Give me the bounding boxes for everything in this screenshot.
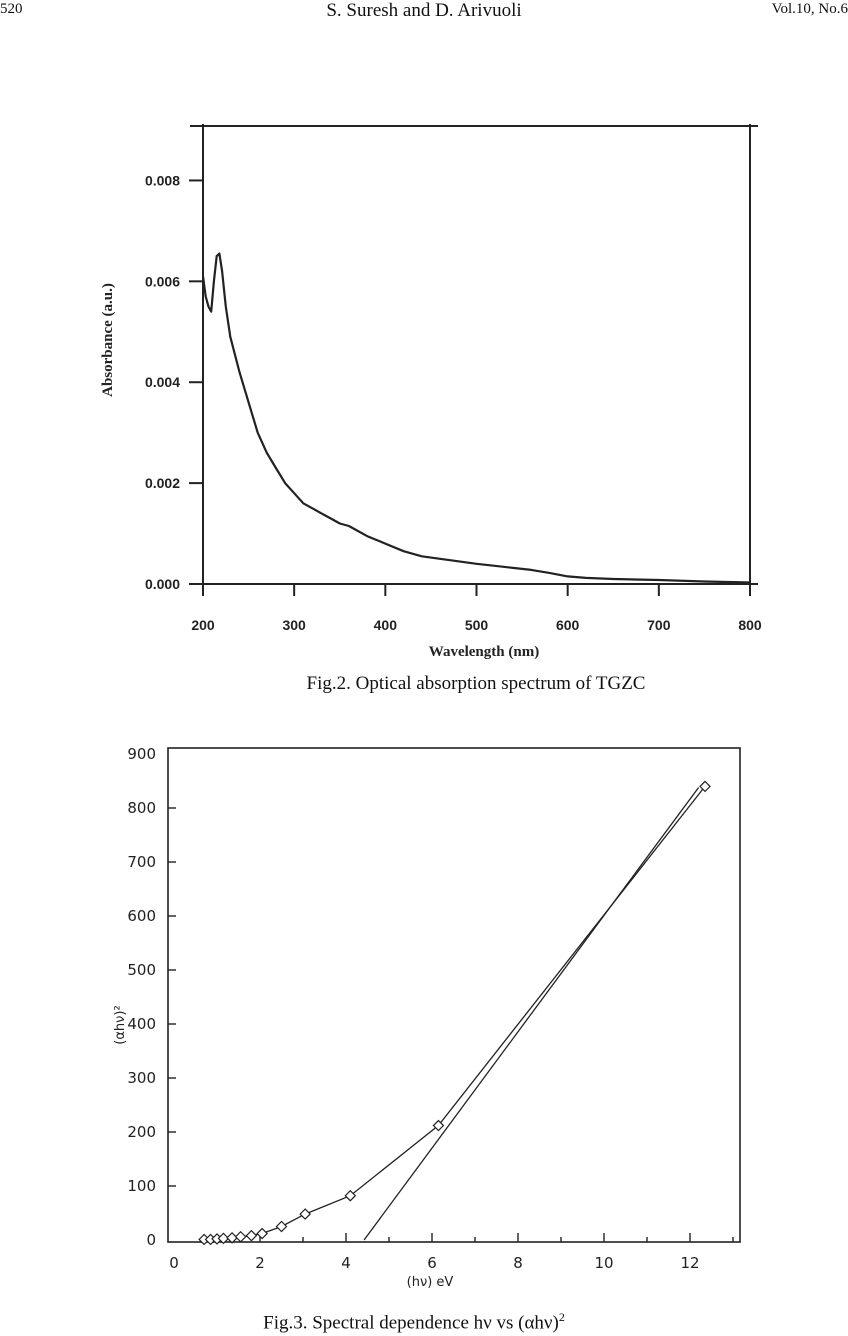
y-tick-label: 0.002 [145,475,180,491]
page-header: 520 S. Suresh and D. Arivuoli Vol.10, No… [0,0,848,26]
y-tick-label: 0 [146,1231,156,1249]
x-tick-label: 800 [738,617,762,633]
y-tick-label: 0.000 [145,576,180,592]
y-tick-label: 0.006 [145,273,180,289]
figure-3-caption: Fig.3. Spectral dependence hν vs (αhν)2 [0,1310,838,1334]
data-point [226,1231,238,1244]
data-curve [204,785,706,1241]
x-axis-label: (hν) eV [407,1275,454,1290]
figure-3-caption-superscript: 2 [558,1310,565,1324]
x-tick-label: 700 [647,617,671,633]
x-tick-label: 300 [282,617,306,633]
x-axis-label: Wavelength (nm) [429,644,539,660]
x-tick-label: 200 [191,617,215,633]
y-axis-label: (αhν)² [113,1005,128,1044]
y-tick-label: 800 [127,799,156,817]
y-tick-label: 0.004 [145,374,180,390]
y-tick-label: 200 [127,1123,156,1141]
absorbance-series-line [201,252,751,584]
page-number: 520 [0,1,23,17]
y-tick-label: 700 [127,853,156,871]
data-point [256,1227,268,1240]
data-point [275,1220,288,1233]
y-tick-label: 0.008 [145,172,180,188]
x-tick-label: 10 [594,1254,613,1272]
x-tick-label: 0 [169,1254,179,1272]
x-tick-label: 12 [680,1254,699,1272]
y-tick-label: 100 [127,1177,156,1195]
x-tick-label: 8 [513,1254,523,1272]
x-tick-label: 6 [427,1254,437,1272]
x-tick-label: 4 [341,1254,351,1272]
running-title-authors: S. Suresh and D. Arivuoli [326,0,522,21]
x-tick-label: 400 [374,617,398,633]
x-tick-label: 2 [255,1254,265,1272]
spectral-dependence-chart: 0 100 200 300 400 500 600 700 800 900 0 2 4 6 8 10 12 (hν… [113,745,741,1290]
data-point [699,780,711,793]
x-tick-label: 500 [465,617,489,633]
plot-frame [167,747,741,1243]
data-point [245,1229,258,1242]
data-point [432,1119,445,1132]
y-tick-label: 300 [127,1069,156,1087]
y-tick-label: 900 [127,745,156,763]
absorption-spectrum-chart: 0.000 0.002 0.004 0.006 0.008 200 300 400 500 600… [100,124,762,660]
y-tick-label: 400 [127,1015,156,1033]
data-point [234,1230,247,1243]
journal-volume: Vol.10, No.6 [771,1,848,17]
figure-3-caption-text: Fig.3. Spectral dependence hν vs (αhν) [263,1312,559,1334]
x-tick-label: 600 [556,617,580,633]
linear-fit-line [363,787,700,1241]
data-point [299,1208,311,1220]
data-point [217,1232,230,1245]
y-axis-label: Absorbance (a.u.) [100,283,116,397]
figure-2-caption: Fig.2. Optical absorption spectrum of TG… [306,673,646,694]
y-tick-label: 600 [127,907,156,925]
y-tick-label: 500 [127,961,156,979]
data-point [344,1189,357,1202]
